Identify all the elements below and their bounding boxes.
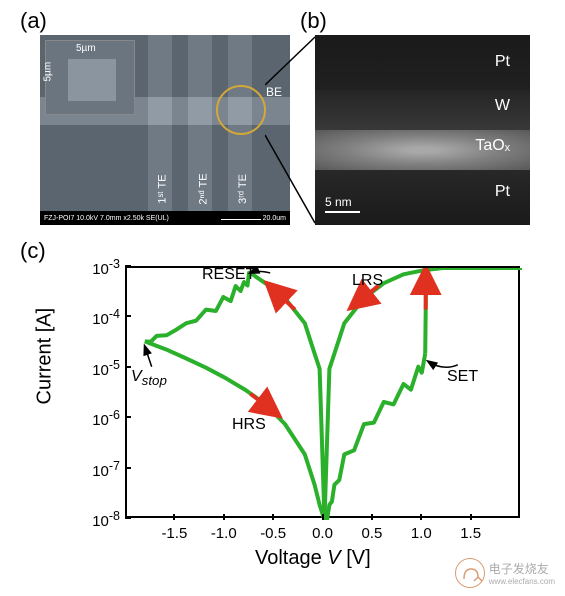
vstop-annotation: Vstop <box>131 368 167 388</box>
x-tick: -0.5 <box>253 525 293 542</box>
watermark-sub: www.elecfans.com <box>489 577 555 586</box>
te1-cross <box>148 97 172 125</box>
x-tick: -1.0 <box>204 525 244 542</box>
be-label: BE <box>266 85 282 99</box>
set-annotation: SET <box>447 368 478 386</box>
watermark-icon <box>455 558 485 588</box>
y-tick: 10-4 <box>85 307 120 328</box>
iv-plot: Current [A] Voltage V [V] RESET LRS <box>55 258 530 568</box>
inset-dim-left: 5µm <box>43 62 54 82</box>
figure-container: (a) (b) (c) 5µm 5µm 1ˢᵗ TE 2ⁿᵈ TE 3ʳᵈ TE… <box>0 0 565 596</box>
y-tick: 10-6 <box>85 408 120 429</box>
watermark-text-block: 电子发烧友 www.elecfans.com <box>489 560 555 586</box>
x-tick: 0.5 <box>352 525 392 542</box>
tem-w-label: W <box>495 97 510 115</box>
panel-a-label: (a) <box>20 8 47 34</box>
tem-pt-top-label: Pt <box>495 53 510 71</box>
y-tick: 10-3 <box>85 257 120 278</box>
x-tick: 1.5 <box>451 525 491 542</box>
watermark-text: 电子发烧友 <box>489 560 555 577</box>
te2-cross <box>188 97 212 125</box>
y-tick: 10-8 <box>85 509 120 530</box>
x-tick: -1.5 <box>154 525 194 542</box>
panel-b-label: (b) <box>300 8 327 34</box>
y-tick: 10-5 <box>85 358 120 379</box>
tem-image: Pt W TaOₓ Pt 5 nm <box>315 35 530 225</box>
tem-scalebar: 5 nm <box>325 195 360 213</box>
sem-image: 5µm 5µm 1ˢᵗ TE 2ⁿᵈ TE 3ʳᵈ TE BE FZJ-POI7… <box>40 35 290 225</box>
x-tick: 1.0 <box>401 525 441 542</box>
watermark: 电子发烧友 www.elecfans.com <box>455 558 555 588</box>
lrs-annotation: LRS <box>352 272 383 290</box>
reset-annotation: RESET <box>202 266 255 284</box>
inset-dim-top: 5µm <box>76 43 96 54</box>
tem-scaleline <box>325 211 360 213</box>
sem-inset: 5µm 5µm <box>45 40 135 115</box>
te3-label: 3ʳᵈ TE <box>237 174 249 204</box>
plot-area: RESET LRS HRS SET Vstop <box>125 266 520 518</box>
panel-c-label: (c) <box>20 238 46 264</box>
tem-pt-bot-label: Pt <box>495 183 510 201</box>
sem-footer: FZJ-POI7 10.0kV 7.0mm x2.50k SE(UL) 20.0… <box>40 211 290 225</box>
circle-marker <box>216 85 266 135</box>
te2-label: 2ⁿᵈ TE <box>198 173 210 204</box>
y-axis-label: Current [A] <box>34 308 57 405</box>
x-axis-label: Voltage V [V] <box>255 547 371 570</box>
te1-label: 1ˢᵗ TE <box>157 174 169 203</box>
tem-taox-label: TaOₓ <box>475 137 510 155</box>
y-tick: 10-7 <box>85 459 120 480</box>
hrs-annotation: HRS <box>232 416 266 434</box>
sem-footer-right: 20.0um <box>221 215 286 222</box>
inset-device <box>68 59 116 101</box>
x-tick: 0.0 <box>303 525 343 542</box>
sem-footer-left: FZJ-POI7 10.0kV 7.0mm x2.50k SE(UL) <box>44 215 169 222</box>
iv-curve-svg <box>127 268 522 520</box>
